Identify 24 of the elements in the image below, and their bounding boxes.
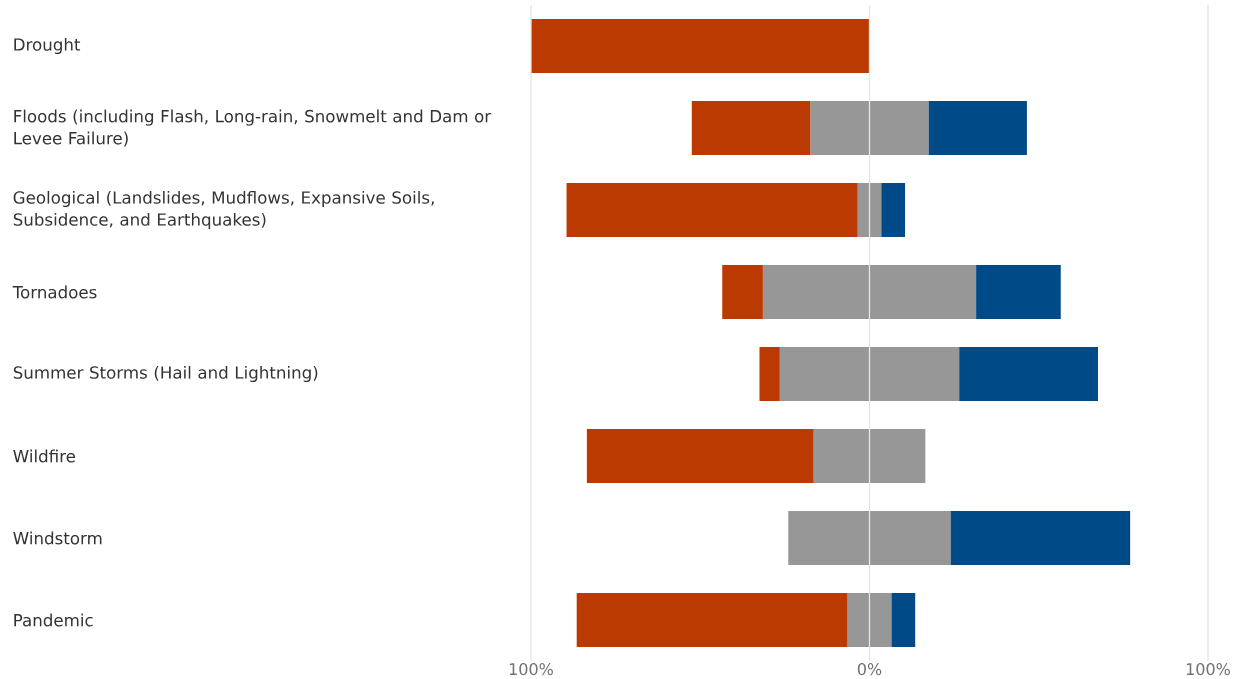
y-tick-label: Summer Storms (Hail and Lightning): [13, 365, 318, 383]
bar: [959, 346, 1098, 402]
bar: [976, 264, 1061, 320]
y-tick-label: Geological (Landslides, Mudflows, Expansive Soils, Subsidence, and Earthquakes): [13, 190, 434, 230]
bar: [531, 18, 870, 74]
bar: [881, 182, 906, 238]
y-tick-label: Tornadoes: [12, 285, 97, 299]
bar: [722, 264, 763, 320]
y-tick-label: Floods (including Flash, Long-rain, Snowmelt and Dam or Levee Failure): [14, 109, 492, 147]
bar: [891, 592, 916, 648]
bar: [586, 428, 814, 484]
x-tick-label: 0%: [857, 663, 882, 676]
bar: [928, 100, 1027, 156]
bar: [759, 346, 780, 402]
y-tick-label: Wildfire: [13, 449, 76, 463]
y-tick-label: Windstorm: [13, 531, 102, 545]
bar: [566, 182, 858, 238]
x-tick-label: 100%: [509, 663, 553, 676]
bar: [950, 510, 1131, 566]
y-tick-label: Drought: [14, 37, 81, 55]
x-tick-label: 100%: [1186, 663, 1230, 676]
bar: [691, 100, 811, 156]
y-tick-label: Pandemic: [14, 613, 93, 627]
bar: [576, 592, 848, 648]
